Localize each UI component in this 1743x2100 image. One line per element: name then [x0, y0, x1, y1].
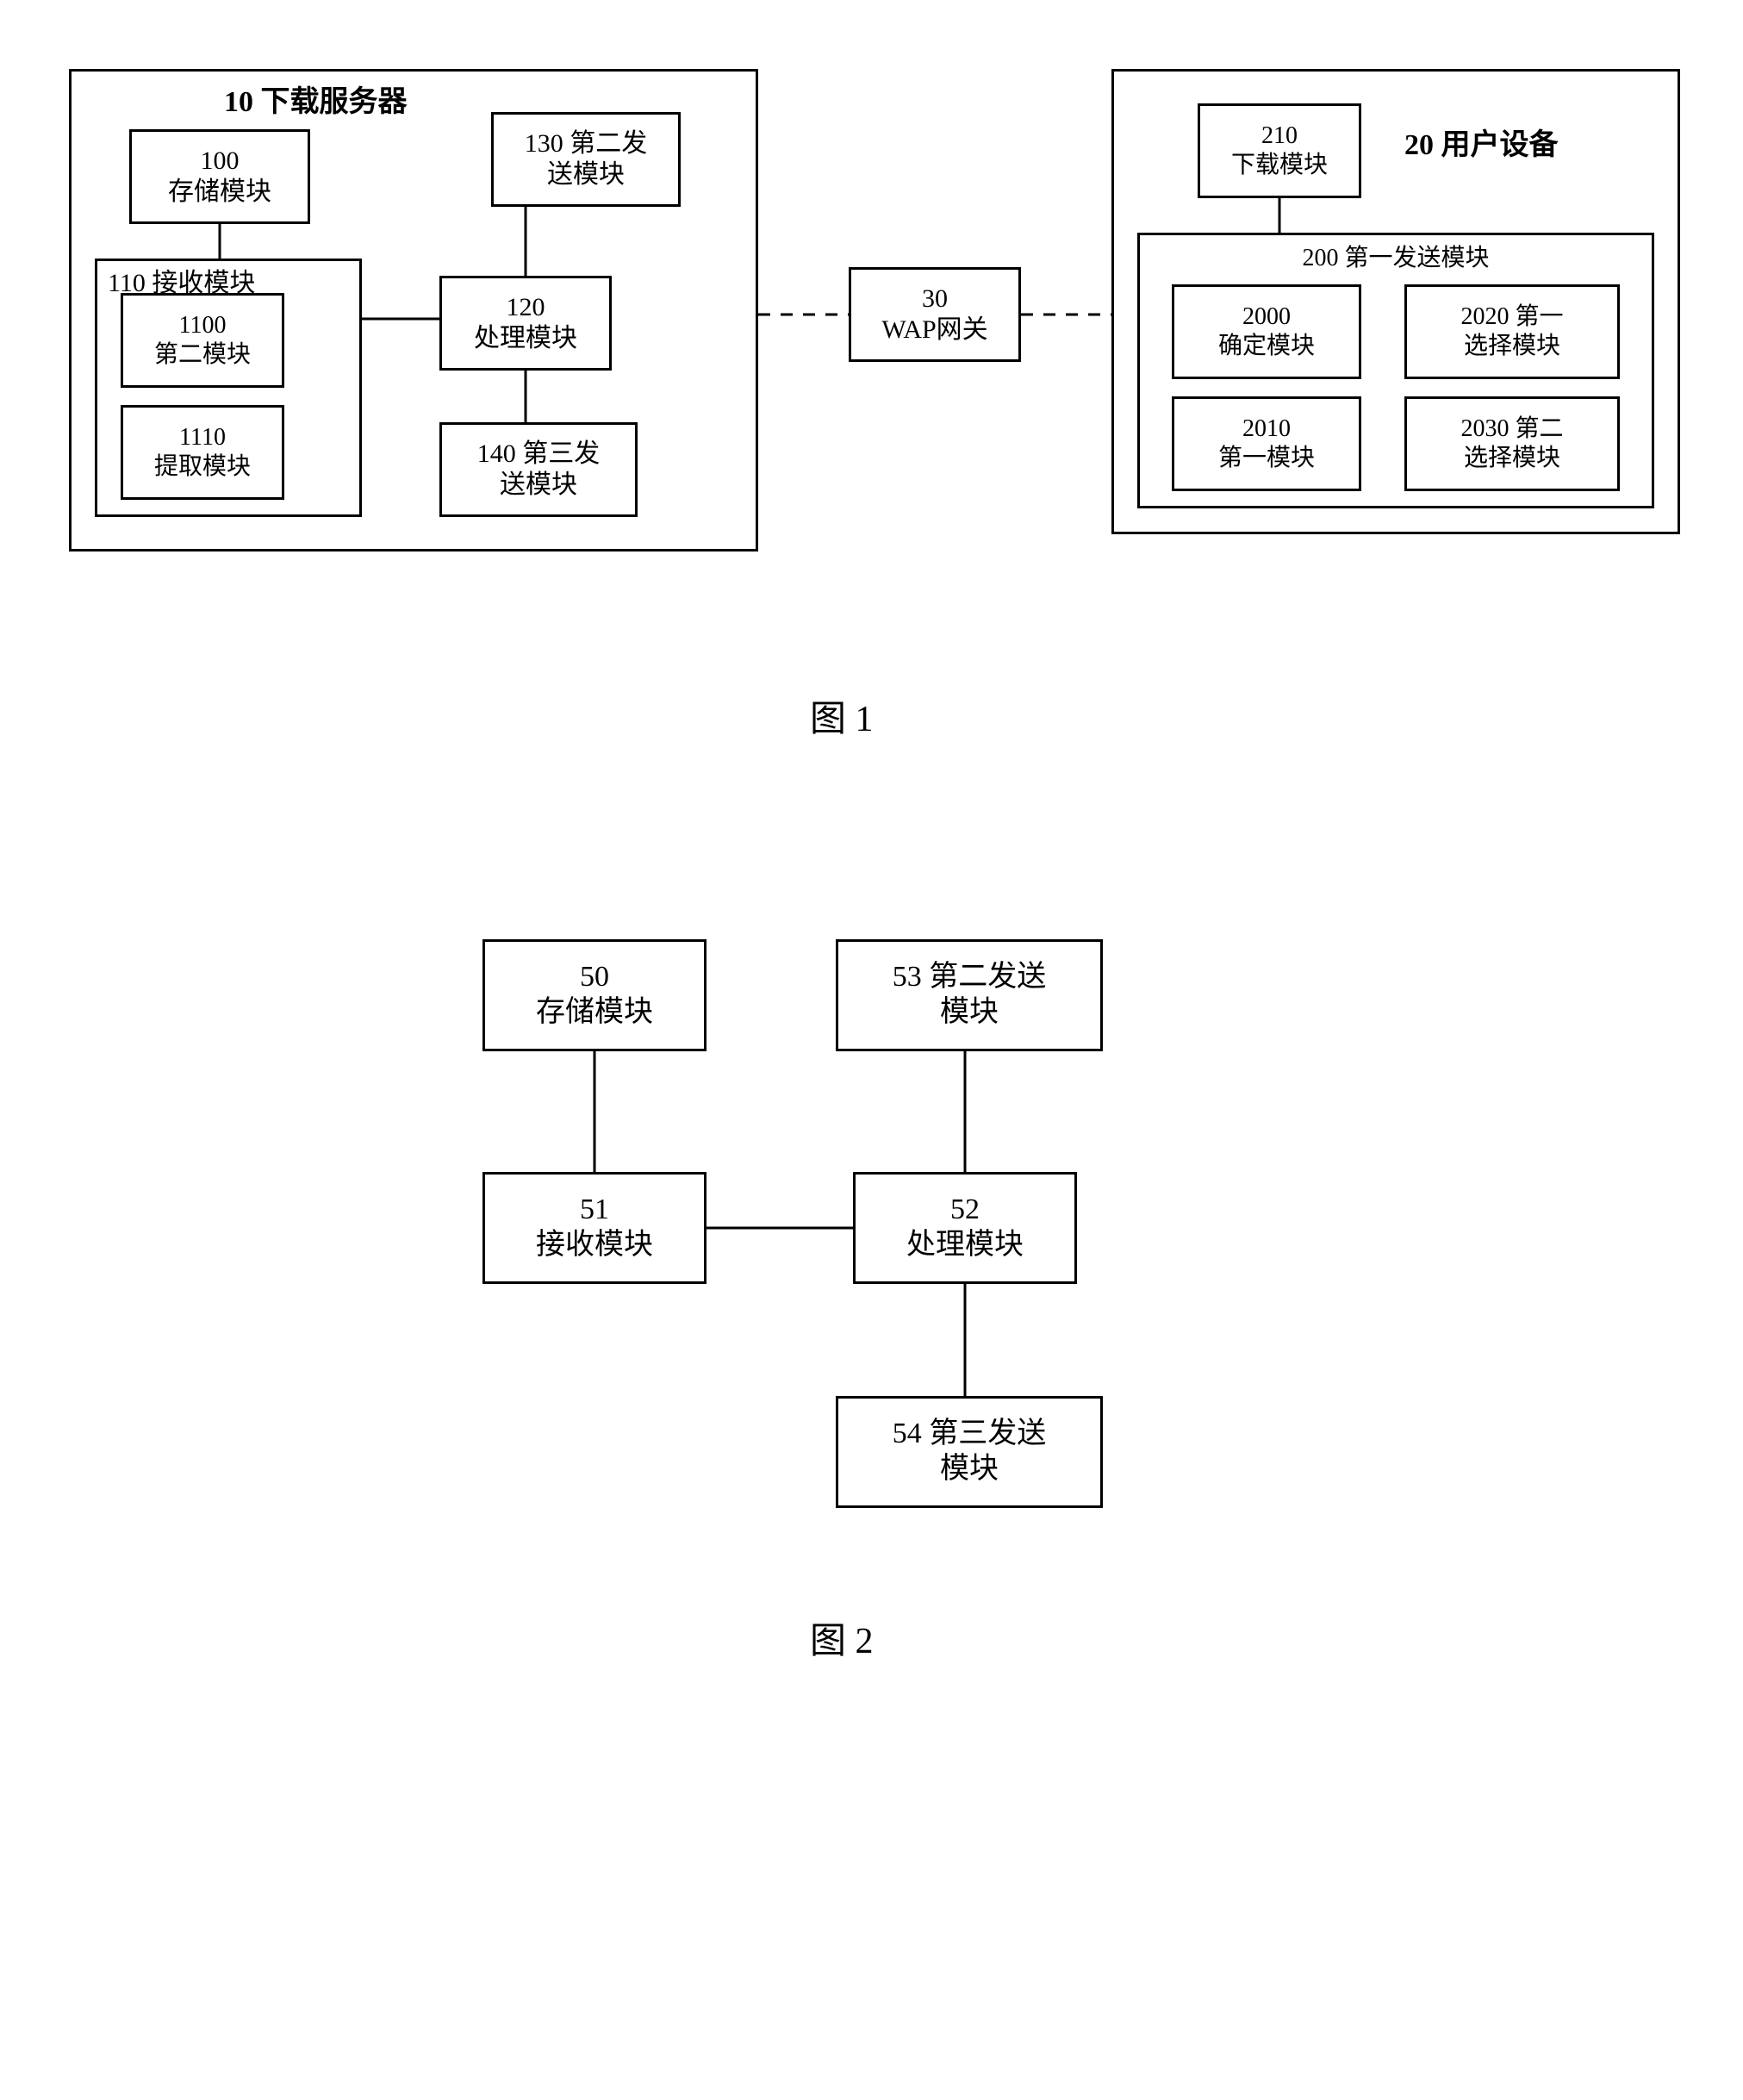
box-1100-num: 1100: [179, 311, 227, 340]
box-200-label: 200 第一发送模块: [1302, 244, 1489, 273]
box-51-num: 51: [580, 1193, 609, 1228]
box-130: 130 第二发 送模块: [491, 112, 681, 207]
box-130-txt: 送模块: [547, 159, 625, 190]
box-52-num: 52: [950, 1193, 980, 1228]
box-54: 54 第三发送 模块: [836, 1396, 1103, 1508]
box-54-txt: 模块: [940, 1452, 999, 1487]
box-100-txt: 存储模块: [168, 177, 271, 208]
box-50: 50 存储模块: [482, 939, 707, 1051]
box-120-txt: 处理模块: [474, 323, 577, 354]
box-30-gateway: 30 WAP网关: [849, 267, 1021, 362]
box-50-txt: 存储模块: [536, 995, 653, 1031]
box-100-num: 100: [201, 146, 240, 177]
box-140-num: 140 第三发: [477, 439, 601, 470]
box-1100: 1100 第二模块: [121, 293, 284, 388]
box-1110: 1110 提取模块: [121, 405, 284, 500]
box-2030: 2030 第二 选择模块: [1404, 396, 1620, 491]
box-2010: 2010 第一模块: [1172, 396, 1361, 491]
box-53-num: 53 第二发送: [893, 960, 1047, 995]
diagram-canvas: 10 下载服务器 100 存储模块 130 第二发 送模块 110 接收模块 1…: [34, 34, 1671, 2016]
server-outer-label: 10 下载服务器: [224, 78, 408, 120]
box-2030-txt: 选择模块: [1464, 444, 1560, 473]
box-53: 53 第二发送 模块: [836, 939, 1103, 1051]
box-52-txt: 处理模块: [906, 1228, 1024, 1263]
box-51: 51 接收模块: [482, 1172, 707, 1284]
box-1100-txt: 第二模块: [154, 340, 251, 370]
box-2030-num: 2030 第二: [1460, 414, 1563, 444]
box-2020-num: 2020 第一: [1460, 302, 1563, 332]
box-120-num: 120: [507, 292, 545, 323]
box-30-num: 30: [922, 284, 948, 315]
fig1-caption: 图 1: [810, 689, 874, 742]
box-51-txt: 接收模块: [536, 1228, 653, 1263]
box-1110-num: 1110: [179, 423, 226, 452]
ue-outer-label: 20 用户设备: [1404, 121, 1559, 163]
box-2000-txt: 确定模块: [1218, 332, 1315, 361]
box-210: 210 下载模块: [1198, 103, 1361, 198]
box-50-num: 50: [580, 960, 609, 995]
box-210-txt: 下载模块: [1231, 151, 1328, 180]
box-2010-txt: 第一模块: [1218, 444, 1315, 473]
fig2-caption: 图 2: [810, 1611, 874, 1664]
box-2020: 2020 第一 选择模块: [1404, 284, 1620, 379]
box-120: 120 处理模块: [439, 276, 612, 371]
box-54-num: 54 第三发送: [893, 1417, 1047, 1452]
box-1110-txt: 提取模块: [154, 452, 251, 482]
box-2000: 2000 确定模块: [1172, 284, 1361, 379]
box-2020-txt: 选择模块: [1464, 332, 1560, 361]
box-140-txt: 送模块: [500, 470, 577, 501]
box-53-txt: 模块: [940, 995, 999, 1031]
box-130-num: 130 第二发: [525, 128, 648, 159]
box-210-num: 210: [1261, 122, 1298, 151]
box-52: 52 处理模块: [853, 1172, 1077, 1284]
box-30-txt: WAP网关: [881, 315, 987, 346]
box-140: 140 第三发 送模块: [439, 422, 638, 517]
box-2010-num: 2010: [1242, 414, 1291, 444]
box-100: 100 存储模块: [129, 129, 310, 224]
box-2000-num: 2000: [1242, 302, 1291, 332]
